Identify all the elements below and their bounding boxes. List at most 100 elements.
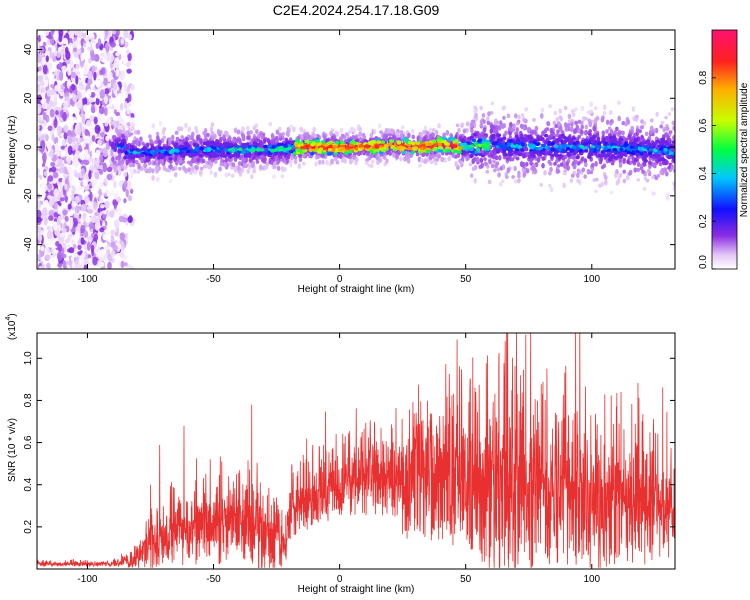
heatmap-cell-4571 [460,138,465,143]
heatmap-cell-2418 [302,128,307,134]
heatmap-cell-1413 [107,82,112,88]
heatmap-cell-4614 [459,142,464,147]
heatmap-cell-3552 [434,153,438,158]
heatmap-cell-3535 [672,181,675,187]
heatmap-cell-4923 [547,152,552,156]
heatmap-cell-3093 [566,165,570,171]
heatmap-cell-1369 [60,91,64,97]
heatmap-cell-3881 [252,169,256,174]
heatmap-cell-3181 [532,117,536,122]
heatmap-cell-3374 [580,105,585,112]
heatmap-cell-4805 [190,153,196,157]
heatmap-cell-1207 [37,43,40,53]
heatmap-cell-4704 [502,136,507,141]
heatmap-cell-1078 [105,209,110,216]
heatmap-cell-3726 [266,137,271,144]
heatmap-cell-1302 [74,231,80,242]
heatmap-cell-3527 [115,156,119,161]
heatmap-cell-2457 [627,155,631,161]
heatmap-cell-4090 [312,127,317,132]
heatmap-cell-3623 [293,158,298,165]
heatmap-cell-3202 [437,123,441,129]
heatmap-cell-3996 [241,126,245,132]
heatmap-cell-744 [112,208,118,213]
heatmap-cell-1010 [75,188,80,195]
heatmap-cell-2875 [490,124,494,129]
heatmap-cell-3258 [271,134,275,140]
heatmap-cell-4092 [338,153,343,160]
heatmap-cell-3378 [589,101,593,108]
heatmap-cell-3940 [330,135,334,142]
heatmap-cell-1404 [86,89,92,98]
heatmap-cell-4988 [427,142,433,146]
heatmap-cell-978 [49,197,55,207]
heatmap-cell-4780 [308,148,313,152]
heatmap-cell-2317 [555,133,560,138]
heatmap-cell-1203 [84,63,88,69]
heatmap-cell-1435 [53,118,58,129]
heatmap-cell-3714 [210,136,215,140]
heatmap-cell-1608 [556,129,560,134]
heatmap-cell-3598 [604,179,608,186]
heatmap-cell-1389 [46,156,52,161]
heatmap-cell-1477 [58,30,64,38]
heatmap-cell-1058 [99,106,105,115]
heatmap-cell-1400 [57,224,61,231]
heatmap-cell-4072 [472,156,477,162]
heatmap-cell-3153 [589,109,594,115]
heatmap-cell-3858 [186,160,191,165]
heatmap-cell-1716 [595,177,599,182]
heatmap-cell-2664 [423,125,428,131]
heatmap-cell-3701 [333,156,338,162]
heatmap-cell-3704 [246,168,251,175]
heatmap-cell-1476 [65,50,71,61]
heatmap-cell-1845 [171,140,175,145]
heatmap-cell-1155 [41,264,45,269]
heatmap-cell-1340 [110,41,116,48]
heatmap-cell-3755 [121,124,125,129]
heatmap-cell-4052 [639,137,644,143]
heatmap-cell-4023 [191,159,196,164]
heatmap-cell-1378 [99,261,105,268]
heatmap-cell-4882 [282,148,287,153]
heatmap-cell-1509 [487,179,492,185]
heatmap-cell-3394 [237,161,242,166]
heatmap-cell-3099 [662,126,666,133]
heatmap-cell-3208 [302,153,306,159]
heatmap-cell-1284 [84,129,90,137]
heatmap-cell-701 [68,42,73,50]
heatmap-cell-4624 [438,149,443,153]
heatmap-cell-2503 [367,156,372,161]
heatmap-cell-4887 [579,144,584,149]
heatmap-cell-3440 [429,160,434,165]
heatmap-cell-3432 [594,161,598,167]
heatmap-cell-3933 [117,165,121,172]
heatmap-cell-4235 [254,151,259,156]
heatmap-cell-4737 [536,137,542,142]
heatmap-cell-4935 [175,149,180,153]
heatmap-cell-3288 [548,171,552,176]
heatmap-cell-1445 [80,52,85,62]
heatmap-cell-4773 [222,144,227,148]
heatmap-cell-3766 [563,122,568,128]
heatmap-cell-3721 [424,158,428,164]
heatmap-cell-2416 [222,134,226,140]
heatmap-cell-4003 [206,132,210,137]
heatmap-cell-3343 [256,133,261,140]
heatmap-cell-2186 [577,135,581,139]
heatmap-cell-1212 [127,232,131,242]
heatmap-cell-1727 [605,119,610,125]
heatmap-cell-3883 [466,155,470,161]
heatmap-cell-1656 [399,156,403,162]
heatmap-cell-1190 [39,80,45,87]
heatmap-cell-3733 [536,157,541,163]
heatmap-cell-1447 [81,30,88,34]
heatmap-cell-51 [43,234,47,242]
heatmap-cell-2558 [364,161,369,165]
heatmap-cell-2584 [618,162,623,168]
heatmap-cell-668 [124,262,128,267]
heatmap-cell-3643 [651,175,655,180]
heatmap-cell-2227 [633,167,638,173]
heatmap-cell-2815 [233,127,238,134]
heatmap-cell-152 [106,224,111,230]
